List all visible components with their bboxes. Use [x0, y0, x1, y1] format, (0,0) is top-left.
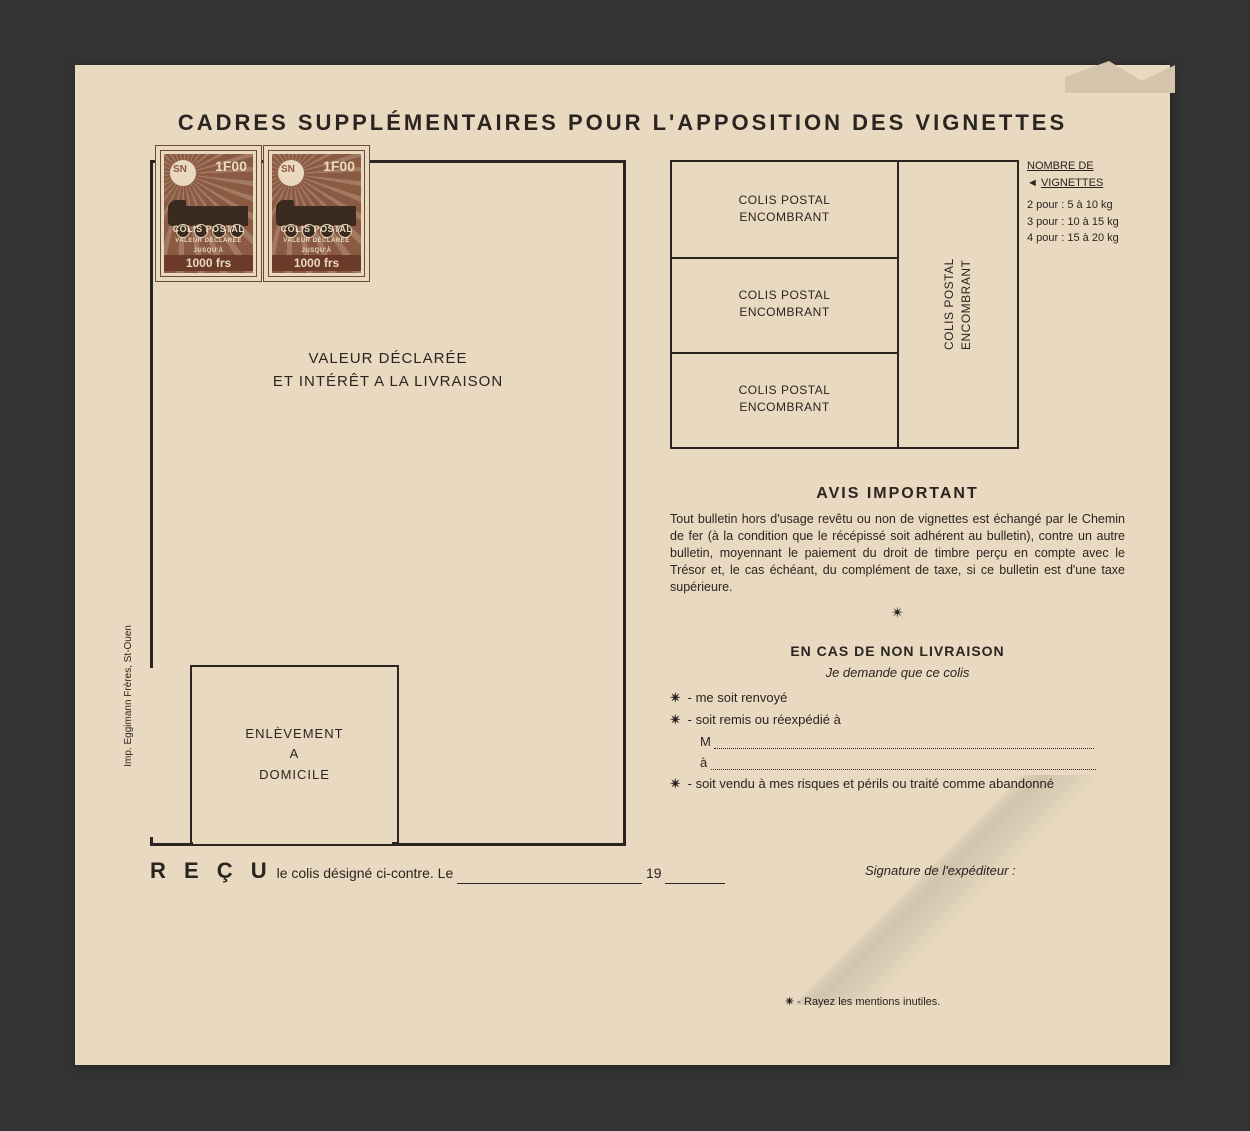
- stamp-2-label-l2: VALEUR DÉCLARÉE: [283, 238, 349, 244]
- paper-fold-crease: [670, 775, 1170, 1005]
- nonliv-m-label: M: [700, 734, 711, 749]
- stamp-2-label: COLIS POSTAL VALEUR DÉCLARÉE JUSQU'À: [272, 225, 361, 255]
- frame-enlevement-label: ENLÈVEMENT A DOMICILE: [192, 723, 397, 785]
- frame-valeur-label-line2: ET INTÉRÊT A LA LIVRAISON: [273, 373, 503, 390]
- avis-body: Tout bulletin hors d'usage revêtu ou non…: [670, 511, 1125, 595]
- grid-cell-2-l2: ENCOMBRANT: [739, 305, 829, 319]
- nonlivraison-subtitle: Je demande que ce colis: [670, 665, 1125, 680]
- enlevement-line3: DOMICILE: [259, 767, 330, 782]
- frame-join-mask-v: [148, 668, 155, 837]
- nonliv-a-label: à: [700, 755, 707, 770]
- enlevement-line2: A: [290, 746, 300, 761]
- paper-tear-top: [1065, 53, 1175, 93]
- recu-line: R E Ç U le colis désigné ci-contre. Le 1…: [150, 858, 725, 884]
- vignette-info: NOMBRE DE ◄ VIGNETTES 2 pour : 5 à 10 kg…: [1027, 158, 1119, 247]
- star-icon: ✴: [670, 690, 684, 706]
- star-icon-3: ✴: [670, 776, 684, 792]
- nonliv-opt1-text: - me soit renvoyé: [688, 690, 788, 705]
- recu-date-line: [457, 871, 642, 884]
- stamp-2: SN 1F00 COLIS POSTAL VALEUR DÉCLARÉE JUS…: [263, 145, 370, 282]
- nonliv-a-line: [711, 757, 1096, 770]
- grid-cell-2-l1: COLIS POSTAL: [739, 288, 831, 302]
- stamp-2-logo: SN: [281, 164, 295, 175]
- recu-year-line: [665, 871, 725, 884]
- grid-hline-1: [672, 257, 897, 259]
- avis-title: AVIS IMPORTANT: [670, 485, 1125, 503]
- frame-valeur-label: VALEUR DÉCLARÉE ET INTÉRÊT A LA LIVRAISO…: [153, 348, 623, 393]
- recu-rest: le colis désigné ci-contre. Le: [277, 865, 454, 881]
- nonliv-opt2-m: M: [670, 734, 1125, 749]
- stamp-1-top-value: 1F00: [215, 158, 247, 174]
- stamp-1-inner: SN 1F00 COLIS POSTAL VALEUR DÉCLARÉE JUS…: [164, 154, 253, 273]
- nonliv-opt2-text: - soit remis ou réexpédié à: [688, 712, 841, 727]
- footnote-star: ✴: [785, 996, 794, 1008]
- grid-cell-2: COLIS POSTAL ENCOMBRANT: [672, 287, 897, 321]
- stamp-2-label-l3: JUSQU'À: [302, 248, 332, 254]
- nonliv-opt2: ✴ - soit remis ou réexpédié à: [670, 712, 1125, 728]
- stamp-1: SN 1F00 COLIS POSTAL VALEUR DÉCLARÉE JUS…: [155, 145, 262, 282]
- frame-enlevement-domicile: ENLÈVEMENT A DOMICILE: [190, 665, 399, 844]
- grid-cell-1-l2: ENCOMBRANT: [739, 210, 829, 224]
- grid-side-l2: ENCOMBRANT: [959, 259, 973, 349]
- grid-cell-side: COLIS POSTAL ENCOMBRANT: [899, 162, 1017, 447]
- signature-label: Signature de l'expéditeur :: [865, 863, 1016, 878]
- nonliv-opt3: ✴ - soit vendu à mes risques et périls o…: [670, 776, 1125, 792]
- footnote-text: - Rayez les mentions inutiles.: [797, 996, 940, 1008]
- grid-colis-postal: COLIS POSTAL ENCOMBRANT COLIS POSTAL ENC…: [670, 160, 1019, 449]
- avis-section: AVIS IMPORTANT Tout bulletin hors d'usag…: [670, 485, 1125, 798]
- enlevement-line1: ENLÈVEMENT: [245, 725, 343, 740]
- vignette-arrow: ◄: [1027, 177, 1038, 189]
- nonliv-opt2-a: à: [670, 755, 1125, 770]
- vignette-header2: VIGNETTES: [1041, 177, 1103, 189]
- vignette-line-2: 3 pour : 10 à 15 kg: [1027, 214, 1119, 231]
- document-paper: CADRES SUPPLÉMENTAIRES POUR L'APPOSITION…: [75, 65, 1170, 1065]
- nonliv-opt1: ✴ - me soit renvoyé: [670, 690, 1125, 706]
- nonliv-opt3-text: - soit vendu à mes risques et périls ou …: [688, 776, 1054, 791]
- recu-year-prefix: 19: [646, 865, 662, 881]
- stamp-1-label-l1: COLIS POSTAL: [173, 224, 245, 234]
- vignette-header: NOMBRE DE: [1027, 160, 1094, 172]
- nonliv-m-line: [714, 736, 1094, 749]
- stamp-1-label: COLIS POSTAL VALEUR DÉCLARÉE JUSQU'À: [164, 225, 253, 255]
- frame-join-mask-h: [193, 837, 392, 844]
- printer-imprint: Imp. Eggimann Frères, St-Ouen: [123, 625, 134, 767]
- stamp-1-label-l3: JUSQU'À: [194, 248, 224, 254]
- grid-cell-3-l1: COLIS POSTAL: [739, 383, 831, 397]
- frame-valeur-label-line1: VALEUR DÉCLARÉE: [309, 350, 468, 367]
- grid-cell-3: COLIS POSTAL ENCOMBRANT: [672, 382, 897, 416]
- grid-side-l1: COLIS POSTAL: [942, 259, 956, 351]
- footnote: ✴ - Rayez les mentions inutiles.: [785, 995, 940, 1008]
- stamp-2-label-l1: COLIS POSTAL: [281, 224, 353, 234]
- grid-hline-2: [672, 352, 897, 354]
- vignette-line-1: 2 pour : 5 à 10 kg: [1027, 197, 1119, 214]
- stamp-1-logo: SN: [173, 164, 187, 175]
- grid-cell-3-l2: ENCOMBRANT: [739, 400, 829, 414]
- star-icon-2: ✴: [670, 712, 684, 728]
- stamp-2-bottom-value: 1000 frs: [272, 255, 361, 271]
- page-title: CADRES SUPPLÉMENTAIRES POUR L'APPOSITION…: [75, 110, 1170, 136]
- grid-cell-1-l1: COLIS POSTAL: [739, 193, 831, 207]
- stamp-2-inner: SN 1F00 COLIS POSTAL VALEUR DÉCLARÉE JUS…: [272, 154, 361, 273]
- stamp-2-top-value: 1F00: [323, 158, 355, 174]
- nonlivraison-title: EN CAS DE NON LIVRAISON: [670, 643, 1125, 659]
- stamp-1-label-l2: VALEUR DÉCLARÉE: [175, 238, 241, 244]
- recu-bold: R E Ç U: [150, 858, 273, 883]
- vignette-line-3: 4 pour : 15 à 20 kg: [1027, 230, 1119, 247]
- stamp-1-bottom-value: 1000 frs: [164, 255, 253, 271]
- grid-cell-1: COLIS POSTAL ENCOMBRANT: [672, 192, 897, 226]
